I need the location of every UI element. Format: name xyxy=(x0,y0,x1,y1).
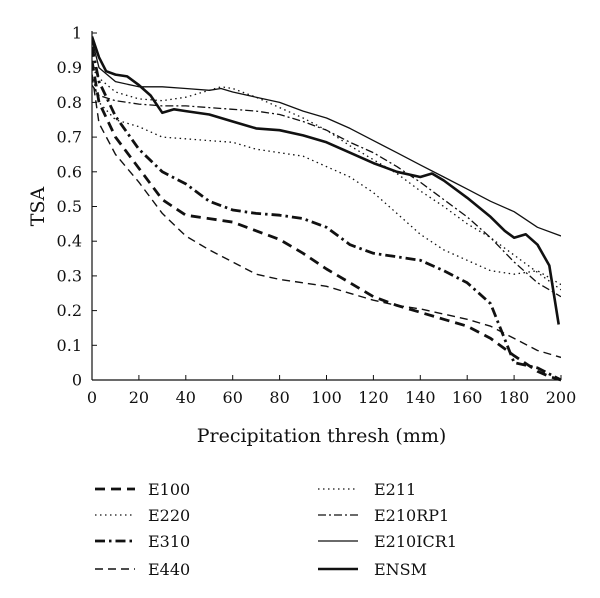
legend-entry-e210rp1: E210RP1 xyxy=(318,506,449,525)
y-tick-label: 1 xyxy=(72,24,82,43)
series-line-e220 xyxy=(92,74,561,286)
x-axis-label: Precipitation thresh (mm) xyxy=(197,425,447,447)
y-tick-label: 0.8 xyxy=(57,93,82,112)
series-line-e210icr1 xyxy=(92,39,561,237)
series-line-e211 xyxy=(92,67,561,291)
legend-entry-e440: E440 xyxy=(95,560,190,579)
legend-label: E210ICR1 xyxy=(374,532,457,551)
x-tick-label: 80 xyxy=(269,388,289,407)
x-tick-label: 200 xyxy=(546,388,577,407)
series-line-ensm xyxy=(92,36,560,325)
axes xyxy=(91,31,562,381)
x-tick-label: 40 xyxy=(176,388,196,407)
legend-entry-e100: E100 xyxy=(95,480,190,499)
y-tick-label: 0.6 xyxy=(57,162,82,181)
x-tick-label: 100 xyxy=(311,388,342,407)
legend-label: E310 xyxy=(148,532,190,551)
x-tick-label: 160 xyxy=(452,388,483,407)
legend-entry-e310: E310 xyxy=(95,532,190,551)
x-tick-label: 60 xyxy=(223,388,243,407)
y-tick-label: 0.3 xyxy=(57,266,82,285)
y-tick-label: 0 xyxy=(72,371,82,390)
legend-label: E100 xyxy=(148,480,190,499)
legend-entry-ensm: ENSM xyxy=(318,560,427,579)
series-line-e100 xyxy=(92,60,561,382)
legend-label: ENSM xyxy=(374,560,427,579)
y-tick-label: 0.1 xyxy=(57,336,82,355)
x-tick-label: 0 xyxy=(87,388,97,407)
y-tick-label: 0.9 xyxy=(57,58,82,77)
legend-entry-e211: E211 xyxy=(318,480,416,499)
series-line-e440 xyxy=(92,74,561,359)
legend: E100 E220 E310 E440 E211 E210RP1 E210ICR1 ENSM xyxy=(95,480,457,579)
y-axis-label: TSA xyxy=(27,187,49,227)
x-tick-label: 140 xyxy=(405,388,436,407)
series-line-e310 xyxy=(92,46,561,382)
x-tick-label: 120 xyxy=(358,388,389,407)
y-tick-label: 0.2 xyxy=(57,301,82,320)
legend-label: E211 xyxy=(374,480,416,499)
y-tick-label: 0.7 xyxy=(57,128,82,147)
legend-entry-e210icr1: E210ICR1 xyxy=(318,532,457,551)
series-line-e210rp1 xyxy=(92,84,561,298)
tick-labels: 0 20 40 60 80 100 120 140 160 180 200 0 0.1 0.2 0.3 0.4… xyxy=(57,24,577,408)
x-tick-label: 20 xyxy=(129,388,149,407)
y-tick-label: 0.5 xyxy=(57,197,82,216)
y-tick-label: 0.4 xyxy=(57,232,82,251)
x-tick-label: 180 xyxy=(499,388,530,407)
legend-label: E440 xyxy=(148,560,190,579)
legend-label: E220 xyxy=(148,506,190,525)
series-lines xyxy=(92,36,561,382)
legend-label: E210RP1 xyxy=(374,506,449,525)
legend-entry-e220: E220 xyxy=(95,506,190,525)
